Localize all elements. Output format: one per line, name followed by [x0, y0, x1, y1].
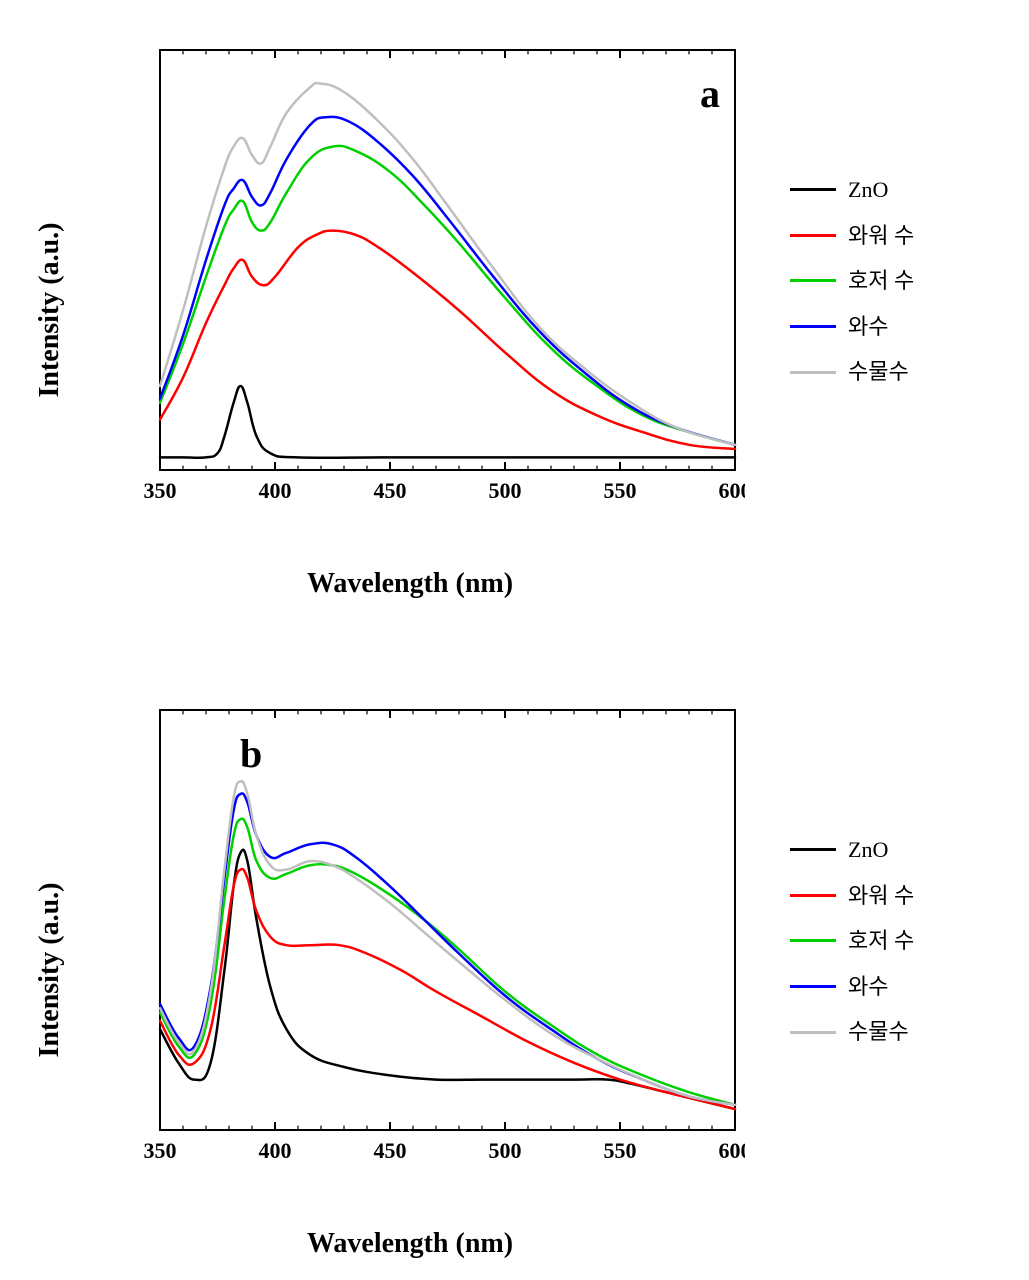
x-axis-label: Wavelength (nm)	[307, 568, 513, 600]
legend-item: 와수	[790, 307, 990, 347]
legend-label: 와수	[848, 307, 888, 347]
legend-swatch	[790, 894, 836, 897]
legend-item: 와워 수	[790, 216, 990, 256]
svg-text:600: 600	[719, 1138, 746, 1163]
series-line	[160, 869, 735, 1109]
legend-swatch	[790, 371, 836, 374]
legend-item: 수물수	[790, 1012, 990, 1052]
svg-text:450: 450	[374, 478, 407, 503]
legend-item: 와워 수	[790, 876, 990, 916]
legend-swatch	[790, 848, 836, 851]
legend-swatch	[790, 1031, 836, 1034]
legend-label: ZnO	[848, 830, 888, 870]
legend-label: 호저 수	[848, 261, 914, 301]
series-line	[160, 850, 735, 1109]
legend-item: 호저 수	[790, 261, 990, 301]
legend-label: 호저 수	[848, 921, 914, 961]
legend-swatch	[790, 234, 836, 237]
figure-page: Intensity (a.u.) 350 400 450 500 550 600 Wave…	[0, 0, 1029, 1280]
panel-b: Intensity (a.u.) 350400450500550600 Wave…	[60, 690, 1000, 1250]
legend-item: ZnO	[790, 170, 990, 210]
y-axis-label: Intensity (a.u.)	[34, 222, 66, 397]
panel-tag-b: b	[240, 730, 262, 777]
svg-text:350: 350	[144, 478, 177, 503]
y-axis-label: Intensity (a.u.)	[34, 882, 66, 1057]
legend-swatch	[790, 279, 836, 282]
legend-swatch	[790, 188, 836, 191]
legend-swatch	[790, 939, 836, 942]
legend-item: 와수	[790, 967, 990, 1007]
svg-text:500: 500	[489, 1138, 522, 1163]
chart-a-svg: 350 400 450 500 550 600	[130, 40, 745, 520]
legend-label: 와수	[848, 967, 888, 1007]
series-line	[160, 793, 735, 1104]
svg-text:350: 350	[144, 1138, 177, 1163]
svg-text:500: 500	[489, 478, 522, 503]
svg-text:400: 400	[259, 1138, 292, 1163]
legend-label: 수물수	[848, 352, 909, 392]
chart-b-svg: 350 400 450 500 550 600	[130, 700, 745, 1180]
panel-a: Intensity (a.u.) 350400450500550600 Wave…	[60, 30, 1000, 590]
svg-text:450: 450	[374, 1138, 407, 1163]
svg-text:600: 600	[719, 478, 746, 503]
legend-label: ZnO	[848, 170, 888, 210]
legend-item: 수물수	[790, 352, 990, 392]
legend-label: 수물수	[848, 1012, 909, 1052]
svg-text:550: 550	[604, 478, 637, 503]
legend-swatch	[790, 325, 836, 328]
legend-a: ZnO 와워 수호저 수와수수물수	[790, 170, 990, 398]
legend-item: ZnO	[790, 830, 990, 870]
panel-tag-a: a	[700, 70, 720, 117]
series-line	[160, 386, 735, 458]
legend-label: 와워 수	[848, 876, 914, 916]
chart-b-wrap: Intensity (a.u.) 350400450500550600 Wave…	[60, 690, 760, 1250]
svg-text:400: 400	[259, 478, 292, 503]
svg-text:550: 550	[604, 1138, 637, 1163]
legend-b: ZnO 와워 수호저 수와수수물수	[790, 830, 990, 1058]
legend-item: 호저 수	[790, 921, 990, 961]
chart-a-wrap: Intensity (a.u.) 350400450500550600 Wave…	[60, 30, 760, 590]
legend-label: 와워 수	[848, 216, 914, 256]
x-axis-label: Wavelength (nm)	[307, 1228, 513, 1260]
legend-swatch	[790, 985, 836, 988]
